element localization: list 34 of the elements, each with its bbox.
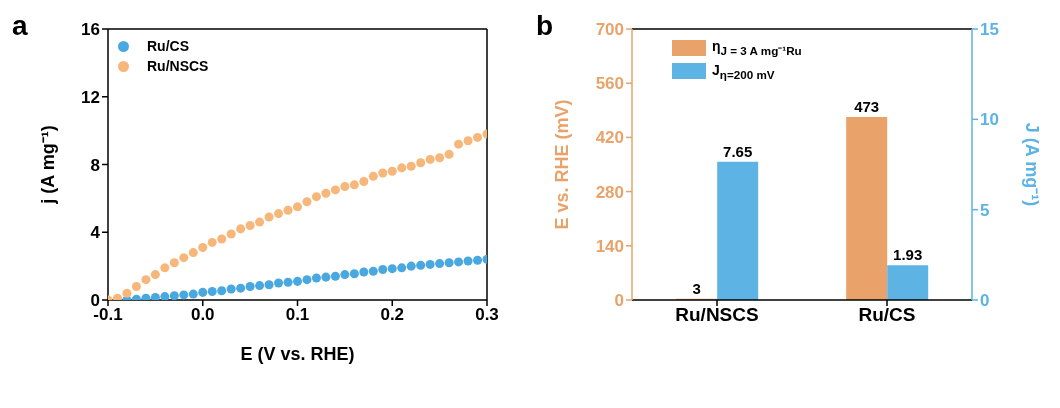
y2-tick-label: 10 (980, 110, 999, 130)
chart-title: a (12, 10, 28, 42)
legend-label: J$_{η=200 mV}$ (712, 61, 775, 81)
y2-tick-label: 15 (980, 20, 999, 40)
x-tick-label: Ru/NSCS (675, 304, 759, 326)
y-tick-label: 0 (614, 291, 624, 311)
x-tick-label: Ru/CS (858, 304, 916, 326)
y2-tick-label: 5 (980, 200, 990, 220)
x-tick-label: 0.2 (380, 305, 405, 325)
x-tick-label: 0.1 (285, 305, 310, 325)
y-tick-label: 4 (90, 223, 101, 243)
chart-title: b (536, 10, 554, 42)
y-tick-label: 560 (595, 74, 624, 94)
x-tick-label: 0.3 (475, 305, 499, 325)
x-axis-title: E (V vs. RHE) (240, 344, 355, 364)
legend-label: Ru/CS (147, 38, 189, 54)
data-label: 7.65 (723, 142, 753, 160)
y-tick-label: 280 (595, 182, 624, 202)
legend-label: Ru/NSCS (147, 58, 209, 74)
y-tick-label: 140 (595, 236, 624, 256)
y2-tick-label: 0 (980, 291, 990, 311)
y-tick-label: 420 (595, 128, 624, 148)
data-label: 1.93 (893, 246, 923, 264)
y-axis-title: j (A mg⁻¹) (38, 125, 59, 205)
legend-label: η$_{J = 3 A mg⁻¹Ru}$ (712, 38, 802, 58)
y-tick-label: 700 (595, 20, 624, 40)
x-tick-label: 0.0 (190, 305, 215, 325)
y-tick-label: 12 (81, 87, 100, 107)
y-tick-label: 16 (81, 20, 100, 40)
data-label: 3 (692, 279, 701, 297)
y-tick-label: 8 (90, 155, 100, 175)
y-axis-title: E vs. RHE (mV) (552, 99, 573, 230)
data-label: 473 (854, 97, 880, 115)
y2-axis-title: J (A mg⁻¹) (1021, 122, 1042, 207)
